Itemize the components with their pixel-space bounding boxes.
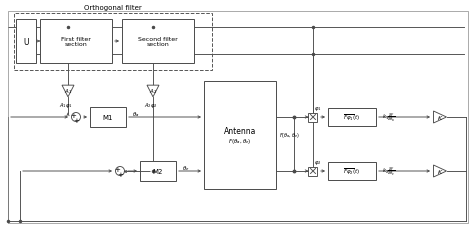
Text: $A_1$: $A_1$	[64, 87, 72, 96]
Bar	[16, 20, 36, 64]
Polygon shape	[147, 86, 159, 97]
Text: $\overline{F\varphi_1}(t)$: $\overline{F\varphi_1}(t)$	[343, 112, 361, 123]
Bar	[328, 162, 376, 180]
Polygon shape	[434, 111, 447, 123]
Text: $A_2\varphi_2$: $A_2\varphi_2$	[144, 100, 158, 109]
Bar	[309, 167, 318, 176]
Text: $\theta_e$: $\theta_e$	[182, 164, 190, 173]
Polygon shape	[434, 165, 447, 177]
Text: $A_1\varphi_1$: $A_1\varphi_1$	[59, 100, 73, 109]
Text: $\varphi_2$: $\varphi_2$	[314, 158, 322, 166]
Text: $k_1\frac{\partial F}{\partial\theta_a}$: $k_1\frac{\partial F}{\partial\theta_a}$	[383, 111, 396, 123]
Bar	[40, 20, 112, 64]
Bar	[122, 20, 194, 64]
Text: $F(\theta_a,\theta_e)$: $F(\theta_a,\theta_e)$	[280, 131, 301, 140]
Circle shape	[116, 167, 125, 176]
Text: +: +	[73, 118, 79, 123]
Text: $\varphi_1$: $\varphi_1$	[314, 105, 322, 113]
Bar	[328, 109, 376, 126]
Text: $A_2$: $A_2$	[149, 87, 157, 96]
Text: +: +	[71, 113, 76, 118]
Text: U: U	[23, 37, 29, 46]
Text: +: +	[115, 166, 120, 172]
Bar	[204, 82, 276, 189]
Text: Antenna: Antenna	[224, 126, 256, 135]
Bar	[309, 113, 318, 122]
Text: Second filter
section: Second filter section	[138, 37, 178, 47]
Text: $K$: $K$	[437, 167, 443, 175]
Text: $F(\theta_a,\theta_e)$: $F(\theta_a,\theta_e)$	[228, 136, 252, 145]
Text: $K$: $K$	[437, 114, 443, 121]
Text: Orthogonal filter: Orthogonal filter	[84, 5, 142, 11]
Text: M2: M2	[153, 168, 163, 174]
Text: M1: M1	[103, 114, 113, 121]
Bar	[14, 14, 212, 71]
Text: $\theta_a$: $\theta_a$	[132, 110, 140, 119]
Polygon shape	[62, 86, 74, 97]
Text: $\overline{F\varphi_2}(t)$: $\overline{F\varphi_2}(t)$	[343, 166, 361, 176]
Bar	[90, 108, 126, 127]
Bar	[140, 161, 176, 181]
Text: +: +	[117, 171, 123, 177]
Circle shape	[72, 113, 81, 122]
Text: First filter
section: First filter section	[61, 37, 91, 47]
Text: $k_2\frac{\partial F}{\partial\theta_e}$: $k_2\frac{\partial F}{\partial\theta_e}$	[383, 165, 396, 177]
